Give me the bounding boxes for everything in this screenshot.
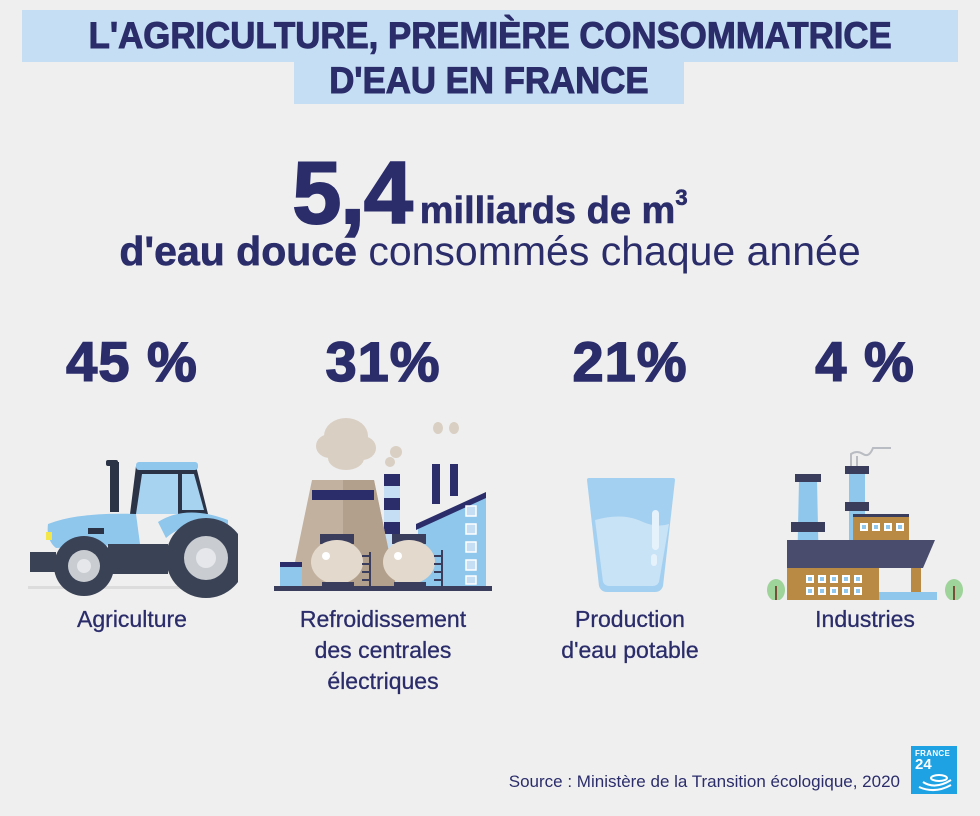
title-line-2: D'EAU EN FRANCE: [294, 60, 684, 104]
title-text-1: L'AGRICULTURE, PREMIÈRE CONSOMMATRICE: [88, 15, 892, 57]
source-citation: Source : Ministère de la Transition écol…: [508, 772, 900, 791]
stat-agriculture: 45 %: [12, 329, 252, 635]
stat-label: Industries: [745, 604, 980, 635]
logo-text-france: FRANCE: [915, 749, 951, 758]
label-line: Agriculture: [77, 606, 187, 632]
label-line: Production: [575, 606, 685, 632]
power-plant-icon-box: [263, 394, 503, 604]
stat-percent: 21%: [572, 329, 688, 394]
logo-text-24: 24: [915, 756, 932, 773]
stat-percent: 45 %: [65, 329, 198, 394]
label-line: Refroidissement: [299, 606, 467, 632]
headline-total: 5,4 milliards de m3: [0, 142, 980, 244]
tractor-icon: [28, 460, 238, 598]
label-line: des centrales: [314, 637, 452, 663]
stat-label: Production d'eau potable: [510, 604, 750, 666]
subtitle-regular: consommés chaque année: [356, 228, 861, 274]
total-number: 5,4: [291, 142, 413, 243]
stat-label: Agriculture: [12, 604, 252, 635]
water-glass-icon-box: [510, 394, 750, 604]
stat-industries: 4 %: [745, 329, 980, 635]
stat-drinking-water: 21% Production d'eau potable: [510, 329, 750, 666]
france24-logo: FRANCE 24: [911, 746, 957, 794]
stat-percent: 31%: [325, 329, 441, 394]
title-text-2: D'EAU EN FRANCE: [329, 60, 649, 101]
label-line: Industries: [815, 606, 915, 632]
title-line-1: L'AGRICULTURE, PREMIÈRE CONSOMMATRICE: [22, 10, 958, 62]
label-line: d'eau potable: [561, 637, 699, 663]
total-unit-text: milliards de m: [419, 190, 676, 233]
logo-waves-icon: [918, 774, 952, 791]
subtitle-bold: d'eau douce: [119, 228, 357, 275]
total-unit-exponent: 3: [675, 185, 688, 211]
water-glass-icon: [587, 478, 675, 592]
stat-percent: 4 %: [815, 329, 915, 394]
total-unit: milliards de m3: [419, 185, 687, 233]
stat-label: Refroidissement des centrales électrique…: [263, 604, 503, 697]
power-plant-icon: [274, 418, 492, 591]
factory-icon-box: [745, 394, 980, 604]
factory-icon: [767, 447, 963, 600]
tractor-icon-box: [12, 394, 252, 604]
stat-power-plants: 31%: [263, 329, 503, 697]
label-line: électriques: [327, 668, 439, 694]
headline-subtitle: d'eau douce consommés chaque année: [0, 228, 980, 275]
